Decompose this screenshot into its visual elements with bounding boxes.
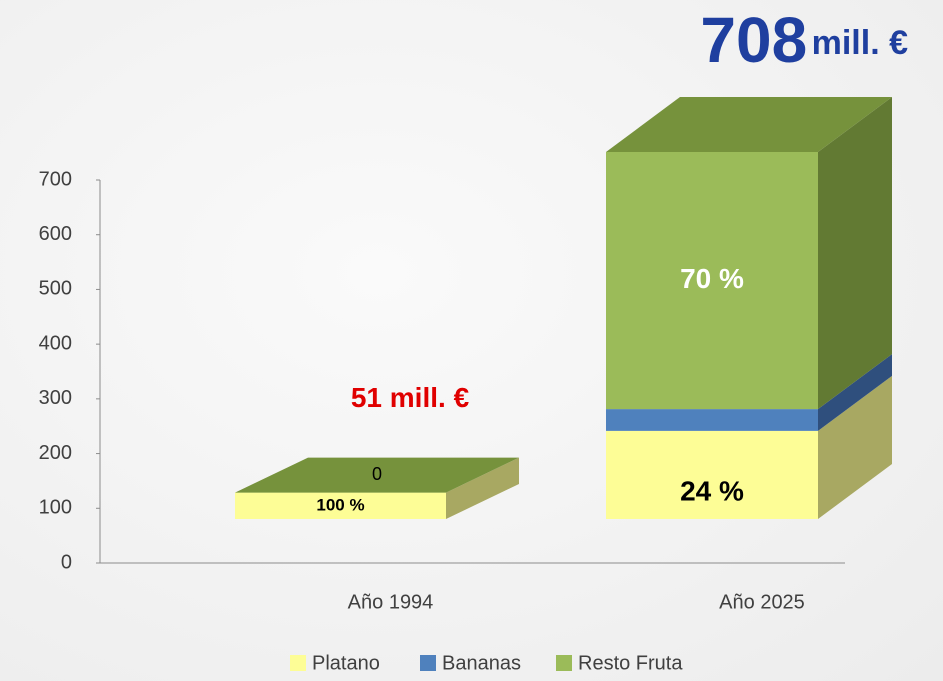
y-tick-label: 700 xyxy=(39,168,72,190)
bar-segment xyxy=(235,492,446,519)
total-unit: mill. € xyxy=(812,24,908,62)
legend-swatch xyxy=(420,655,436,671)
bar-side xyxy=(446,457,519,519)
bar-segment xyxy=(606,409,818,431)
bar-side xyxy=(818,375,892,519)
y-tick-label: 200 xyxy=(39,442,72,464)
y-tick-label: 300 xyxy=(39,387,72,409)
x-tick-label: Año 1994 xyxy=(348,591,434,613)
total-value: 708 xyxy=(700,4,807,76)
total-unit: mill. € xyxy=(390,382,470,413)
data-label: 0 xyxy=(372,464,382,484)
total-value: 51 xyxy=(351,382,382,413)
bar-side xyxy=(818,354,892,431)
data-label: 70 % xyxy=(680,263,744,294)
data-label: 24 % xyxy=(680,475,744,506)
total-label: 51 mill. € xyxy=(351,382,470,413)
legend-label: Platano xyxy=(312,652,380,674)
legend-label: Bananas xyxy=(442,652,521,674)
legend-label: Resto Fruta xyxy=(578,652,683,674)
y-tick-label: 500 xyxy=(39,278,72,300)
x-tick-label: Año 2025 xyxy=(719,591,805,613)
y-tick-label: 600 xyxy=(39,223,72,245)
bar-segment xyxy=(606,430,818,519)
data-label: 100 % xyxy=(316,495,364,514)
y-tick-label: 100 xyxy=(39,497,72,519)
bar-top xyxy=(606,97,892,152)
legend-swatch xyxy=(556,655,572,671)
y-tick-label: 0 xyxy=(61,551,72,573)
y-tick-label: 400 xyxy=(39,332,72,354)
bar-side xyxy=(818,97,892,410)
legend-swatch xyxy=(290,655,306,671)
total-label: 708 mill. € xyxy=(700,4,908,76)
bar-segment xyxy=(606,152,818,410)
bar-top xyxy=(235,457,519,493)
